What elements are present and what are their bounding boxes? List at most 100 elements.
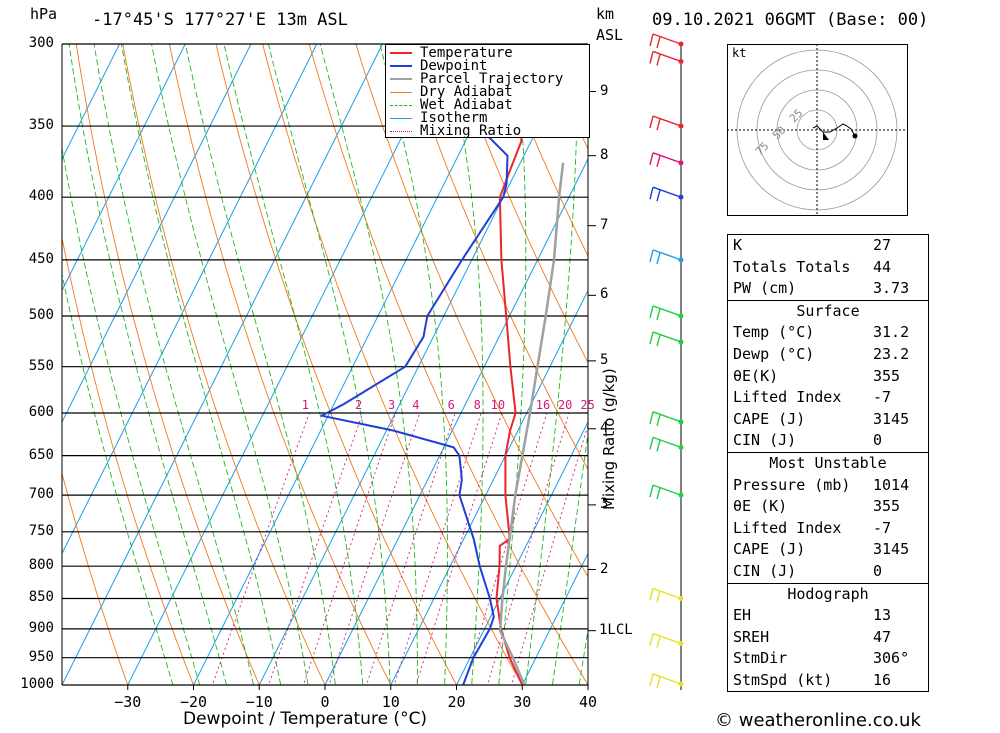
datetime-title: 09.10.2021 06GMT (Base: 00) — [652, 10, 929, 30]
mixing-ratio-line — [211, 412, 310, 685]
index-value: 3.73 — [873, 279, 910, 298]
wet-adiabat-line — [601, 0, 738, 711]
mixing-ratio-line — [302, 412, 397, 685]
isotherm-line — [390, 289, 588, 685]
pressure-tick-label: 1000 — [20, 676, 54, 692]
wind-barb-flag — [656, 54, 661, 66]
legend-item-dry-adiabat: Dry Adiabat — [390, 85, 513, 99]
wind-barb-flag — [656, 155, 661, 167]
index-label: Temp (°C) — [733, 323, 815, 342]
wind-profile — [649, 33, 684, 690]
legend-item-wet-adiabat: Wet Adiabat — [390, 98, 513, 112]
hodo-row-stmspd: StmSpd (kt) 16 — [728, 670, 928, 692]
hodograph-unit: kt — [732, 46, 746, 60]
hodo-row-eh: EH 13 — [728, 605, 928, 627]
location-title: -17°45'S 177°27'E 13m ASL — [92, 10, 348, 30]
index-value: -7 — [873, 388, 892, 407]
index-row-pw: PW (cm) 3.73 — [728, 278, 928, 300]
index-label: CIN (J) — [733, 561, 797, 580]
km-unit-label: km — [596, 5, 615, 23]
index-label: CAPE (J) — [733, 409, 806, 428]
mu-row-cape: CAPE (J) 3145 — [728, 539, 928, 561]
index-value: 47 — [873, 627, 892, 646]
most-unstable-section-title: Most Unstable — [728, 451, 928, 475]
mixing-ratio-label: 8 — [474, 398, 481, 412]
km-tick-label: 5 — [600, 351, 609, 368]
km-tick-label: 8 — [600, 146, 609, 163]
legend-label: Parcel Trajectory — [420, 71, 564, 87]
legend-item-dewpoint: Dewpoint — [390, 59, 487, 73]
temperature-tick-label: 40 — [578, 693, 598, 711]
index-row-totals: Totals Totals 44 — [728, 257, 928, 279]
wind-level-dot — [678, 640, 684, 646]
temperature-tick-label: 20 — [447, 693, 466, 711]
wind-level-dot — [678, 313, 684, 319]
mixing-ratio-swatch — [390, 130, 412, 132]
wind-barb-flag — [656, 189, 661, 202]
hodo-row-stmdir: StmDir 306° — [728, 648, 928, 670]
wet-adiabat-line — [223, 44, 364, 685]
wind-barb-flag — [656, 308, 661, 321]
pressure-tick-label: 350 — [28, 117, 54, 134]
hodograph-section-title: Hodograph — [728, 582, 928, 606]
wind-barb-flag — [656, 252, 661, 265]
wind-barb-flag — [656, 676, 661, 689]
index-label: PW (cm) — [733, 279, 797, 298]
index-value: 306° — [873, 649, 910, 668]
isotherm-line — [62, 44, 318, 555]
storm-motion-marker — [823, 132, 829, 140]
legend-item-mixing-ratio: Mixing Ratio — [390, 124, 521, 138]
mixing-ratio-line — [415, 412, 503, 685]
wind-barb-flag — [649, 305, 654, 319]
dry-adiabat-line — [992, 0, 1000, 711]
wind-level-dot — [678, 257, 684, 263]
wind-barb-flag — [656, 414, 661, 427]
wind-barb-flag — [656, 440, 661, 452]
mu-row-cin: CIN (J) 0 — [728, 561, 928, 583]
wind-level-dot — [678, 681, 684, 687]
index-value: 355 — [873, 497, 901, 516]
parcel-swatch — [390, 78, 412, 80]
wind-level-dot — [678, 41, 684, 47]
index-label: Totals Totals — [733, 257, 851, 276]
temperature-tick-label: −20 — [179, 693, 208, 711]
index-value: 1014 — [873, 475, 910, 494]
pressure-tick-label: 500 — [28, 306, 54, 323]
wet-adiabat-line — [184, 44, 336, 685]
wind-barb-flag — [649, 152, 654, 165]
hodograph-top-point — [852, 133, 858, 139]
index-value: 3145 — [873, 540, 910, 559]
mixing-ratio-label: 1 — [302, 398, 309, 412]
wind-level-dot — [678, 492, 684, 498]
wind-barb — [652, 115, 682, 127]
km-tick-label: 6 — [600, 286, 609, 303]
isotherm-line — [455, 420, 588, 685]
index-label: StmDir — [733, 649, 788, 668]
index-value: -7 — [873, 518, 892, 537]
parcel-trajectory-series — [498, 162, 565, 685]
mixing-ratio-label: 4 — [412, 398, 419, 412]
pressure-tick-label: 450 — [28, 250, 54, 267]
index-label: EH — [733, 606, 752, 625]
dry-adiabat-swatch — [390, 91, 412, 93]
plot-area — [62, 44, 588, 685]
x-ticks — [127, 685, 589, 690]
legend-item-temperature: Temperature — [390, 46, 513, 60]
wind-level-dot — [678, 595, 684, 601]
wind-level-dot — [678, 194, 684, 200]
index-value: 13 — [873, 606, 892, 625]
surface-row-thetae: θE(K) 355 — [728, 366, 928, 388]
legend: Temperature Dewpoint Parcel Trajectory D… — [385, 44, 590, 138]
wind-level-dot — [678, 444, 684, 450]
index-value: 44 — [873, 257, 892, 276]
hodo-row-sreh: SREH 47 — [728, 627, 928, 649]
hodograph-rings — [727, 44, 908, 216]
index-label: SREH — [733, 627, 770, 646]
copyright-link[interactable]: © weatheronline.co.uk — [715, 710, 921, 731]
pressure-tick-label: 850 — [28, 589, 54, 606]
dry-adiabat-line — [947, 0, 1000, 711]
wind-barb-flag — [656, 487, 661, 500]
km-tick-label: 7 — [600, 216, 609, 233]
wind-barb-flag — [656, 334, 661, 347]
wind-barb — [652, 484, 682, 496]
